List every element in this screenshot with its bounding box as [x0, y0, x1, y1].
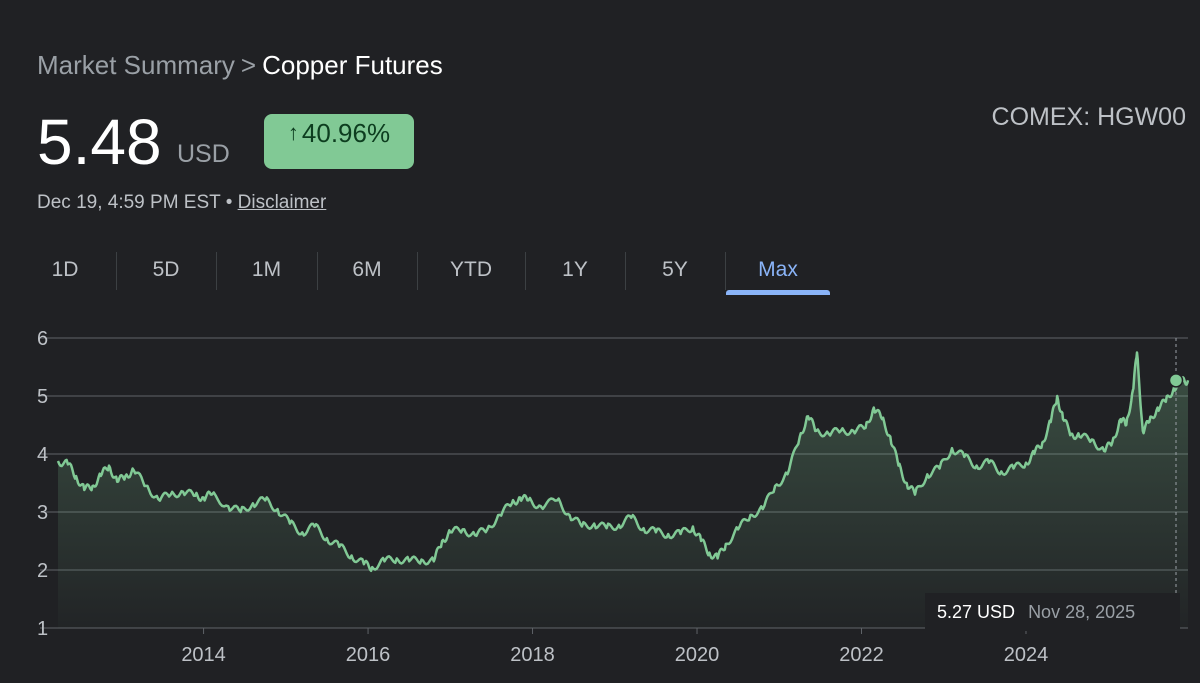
tab-5d[interactable]: 5D	[152, 258, 180, 281]
tab-divider	[417, 252, 418, 290]
y-tick-label: 5	[37, 386, 48, 408]
tooltip-date: Nov 28, 2025	[1028, 602, 1136, 622]
y-tick-label: 3	[37, 502, 48, 524]
x-tick-label: 2018	[510, 644, 555, 666]
hover-tooltip: 5.27 USD Nov 28, 2025	[925, 593, 1180, 631]
tooltip-price: 5.27 USD	[937, 602, 1016, 622]
tab-max[interactable]: Max	[758, 258, 798, 281]
x-tick-label: 2014	[181, 644, 226, 666]
bullet-separator: •	[225, 192, 233, 213]
y-axis: 1 2 3 4 5 6	[37, 328, 48, 640]
price-area-fill	[58, 352, 1188, 628]
y-tick-label: 6	[37, 328, 48, 350]
tab-6m[interactable]: 6M	[352, 258, 382, 281]
x-axis: 2014 2016 2018 2020 2022 2024	[181, 628, 1048, 666]
breadcrumb: Market Summary > Copper Futures	[37, 50, 443, 81]
disclaimer-link[interactable]: Disclaimer	[237, 192, 327, 213]
x-tick-label: 2020	[675, 644, 720, 666]
tab-divider	[216, 252, 217, 290]
tab-1m[interactable]: 1M	[251, 258, 282, 281]
tab-divider	[725, 252, 726, 290]
y-tick-label: 2	[37, 560, 48, 582]
tab-active-indicator	[726, 290, 830, 295]
breadcrumb-current: Copper Futures	[262, 50, 443, 80]
tab-divider	[116, 252, 117, 290]
change-badge: ↑ 40.96%	[264, 114, 414, 169]
y-tick-label: 1	[37, 618, 48, 640]
x-tick-label: 2024	[1004, 644, 1049, 666]
tab-1y[interactable]: 1Y	[562, 258, 588, 281]
y-tick-label: 4	[37, 444, 48, 466]
price-line	[56, 351, 1190, 573]
tab-divider	[625, 252, 626, 290]
breadcrumb-separator: >	[240, 50, 257, 80]
tab-divider	[525, 252, 526, 290]
hover-point	[1168, 373, 1184, 388]
tab-ytd[interactable]: YTD	[450, 258, 492, 281]
tab-1d[interactable]: 1D	[51, 258, 79, 281]
x-tick-label: 2022	[839, 644, 884, 666]
range-tabs: 1D 5D 1M 6M YTD 1Y 5Y Max	[15, 248, 1195, 298]
current-price: 5.48	[37, 106, 162, 178]
arrow-up-icon: ↑	[287, 120, 299, 145]
breadcrumb-parent[interactable]: Market Summary	[37, 50, 235, 80]
change-percent: 40.96%	[301, 118, 391, 148]
x-tick-label: 2016	[346, 644, 391, 666]
tab-divider	[317, 252, 318, 290]
ticker-symbol: COMEX: HGW00	[991, 103, 1186, 131]
price-meta: Dec 19, 4:59 PM EST • Disclaimer	[37, 192, 326, 214]
timestamp: Dec 19, 4:59 PM EST	[37, 192, 221, 213]
currency-label: USD	[177, 140, 230, 168]
tab-5y[interactable]: 5Y	[662, 258, 688, 281]
